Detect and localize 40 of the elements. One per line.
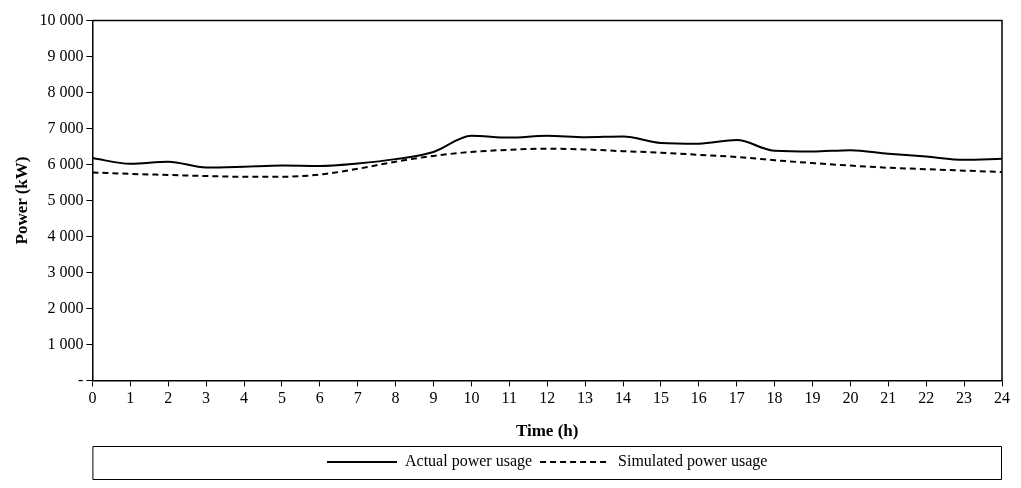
y-tick-label: 2 000 — [47, 298, 84, 316]
x-tick-label: 16 — [690, 389, 707, 407]
x-tick-label: 4 — [240, 389, 248, 407]
x-axis-title: Time (h) — [515, 421, 579, 441]
y-tick-label: - — [78, 370, 84, 388]
y-tick-label: 6 000 — [47, 154, 84, 172]
x-tick-label: 0 — [88, 389, 97, 407]
y-tick-label: 5 000 — [47, 190, 84, 208]
x-tick-label: 1 — [126, 389, 135, 407]
x-tick-label: 15 — [652, 389, 669, 407]
x-tick-label: 9 — [429, 389, 438, 407]
y-tick-label: 10 000 — [39, 10, 84, 28]
x-tick-label: 18 — [766, 389, 783, 407]
x-tick-label: 24 — [994, 389, 1010, 407]
x-tick-label: 19 — [804, 389, 821, 407]
legend-label: Simulated power usage — [618, 452, 768, 471]
x-tick-label: 3 — [202, 389, 211, 407]
x-tick-label: 14 — [615, 389, 631, 407]
x-tick-label: 6 — [315, 389, 324, 407]
y-tick-label: 3 000 — [47, 262, 84, 280]
y-tick-label: 4 000 — [47, 226, 84, 244]
x-tick-label: 20 — [842, 389, 859, 407]
y-axis-title: Power (kW) — [11, 156, 31, 245]
x-tick-label: 13 — [577, 389, 594, 407]
x-tick-label: 22 — [918, 389, 935, 407]
y-tick-label: 7 000 — [47, 118, 84, 136]
y-tick-label: 9 000 — [47, 46, 84, 64]
x-tick-label: 12 — [539, 389, 556, 407]
x-tick-label: 7 — [353, 389, 362, 407]
x-tick-label: 11 — [501, 389, 517, 407]
x-tick-label: 21 — [880, 389, 897, 407]
x-tick-label: 8 — [391, 389, 400, 407]
x-tick-label: 23 — [956, 389, 973, 407]
y-tick-label: 8 000 — [47, 82, 84, 100]
x-tick-label: 10 — [463, 389, 480, 407]
x-tick-label: 17 — [728, 389, 745, 407]
legend-label: Actual power usage — [405, 452, 533, 471]
x-tick-label: 2 — [164, 389, 173, 407]
x-tick-label: 5 — [277, 389, 286, 407]
y-tick-label: 1 000 — [47, 334, 84, 352]
